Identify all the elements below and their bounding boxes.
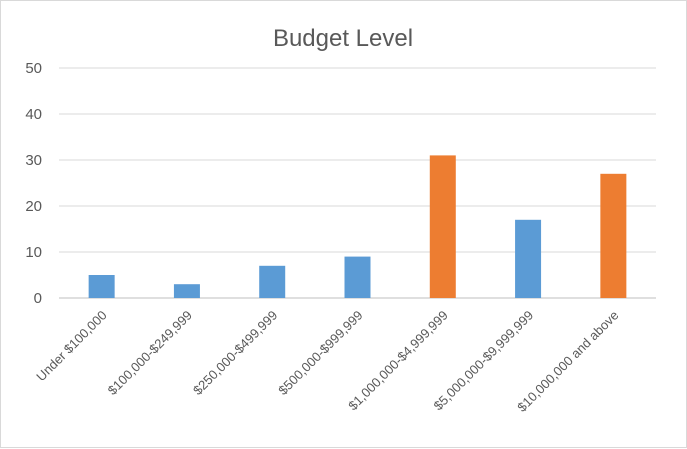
bars [88,155,627,298]
bar [429,155,456,298]
bar [88,275,115,298]
y-tick-label: 30 [25,152,42,169]
y-axis-tick-labels: 0 10 20 30 40 50 [25,60,42,307]
bar [344,256,371,298]
y-tick-label: 10 [25,244,42,261]
y-tick-label: 20 [25,198,42,215]
x-tick-label: $100,000-$249,999 [105,308,195,398]
bar [515,219,542,298]
bar [600,173,627,298]
x-tick-label: $500,000-$999,999 [275,308,365,398]
x-tick-label: $250,000-$499,999 [190,308,280,398]
y-tick-label: 40 [25,106,42,123]
y-tick-label: 0 [34,290,42,307]
chart-title: Budget Level [273,25,413,52]
gridlines [59,67,656,299]
x-tick-label: Under $100,000 [33,308,110,385]
y-tick-label: 50 [25,60,42,77]
bar [173,284,200,298]
bar [259,265,286,298]
x-axis-category-labels: Under $100,000$100,000-$249,999$250,000-… [33,308,621,415]
